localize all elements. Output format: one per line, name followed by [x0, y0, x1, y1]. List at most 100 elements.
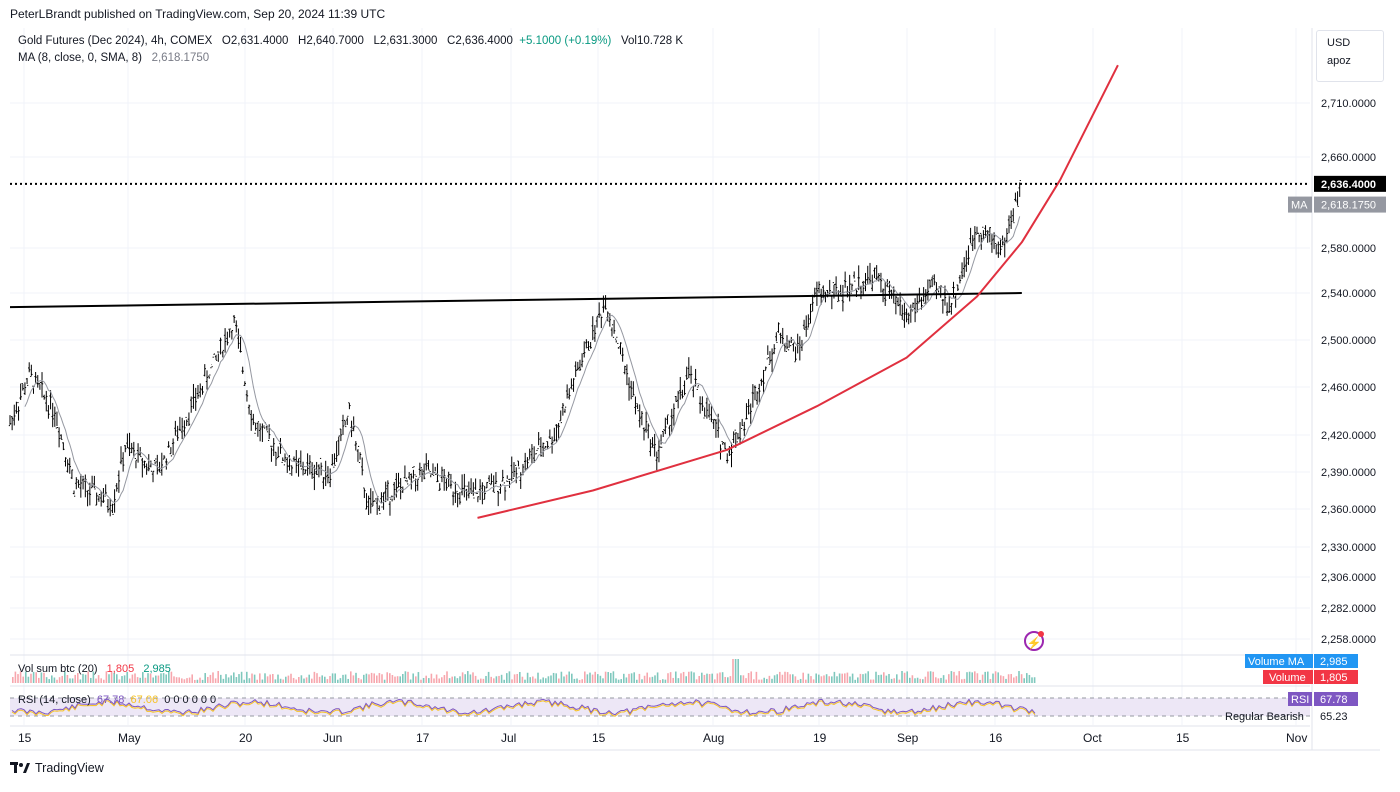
volume-bar [724, 676, 726, 683]
volume-bar [32, 671, 35, 683]
regular-bearish-label: Regular Bearish [1225, 711, 1304, 723]
volume-bar [714, 679, 716, 683]
volume-bar [1015, 676, 1018, 683]
tradingview-logo[interactable]: TradingView [10, 761, 104, 775]
volume-bar [519, 672, 521, 683]
volume-bar [191, 674, 193, 683]
volume-bar [706, 673, 708, 683]
volume-bar [217, 671, 219, 683]
volume-bar [394, 676, 396, 683]
volume-bar [940, 677, 942, 683]
volume-bar [680, 673, 682, 683]
volume-bar [844, 673, 846, 683]
volume-bar [677, 678, 680, 683]
ma-legend[interactable]: MA (8, close, 0, SMA, 8) 2,618.1750 [18, 52, 209, 64]
volume-bar [628, 673, 630, 683]
volume-bar [261, 679, 264, 683]
volume-bar [321, 675, 323, 683]
price-tick-label: 2,660.0000 [1321, 152, 1376, 164]
volume-bar [612, 671, 615, 683]
volume-bar [480, 678, 482, 683]
volume-bar [812, 679, 815, 683]
volume-v1: 1,805 [106, 663, 135, 675]
volume-bar [732, 659, 734, 683]
volume-bar [326, 679, 329, 683]
time-tick-label: Sep [897, 731, 919, 745]
volume-bar [155, 675, 157, 683]
volume-bar [867, 671, 869, 683]
volume-bar [846, 672, 849, 683]
volume-bar [630, 673, 633, 683]
volume-bar [48, 679, 50, 683]
volume-bar [482, 678, 485, 683]
volume-value-label: 1,805 [1320, 672, 1348, 684]
volume-bar [945, 679, 947, 683]
rsi-band [10, 698, 1310, 716]
volume-bar [890, 678, 893, 683]
currency-selector[interactable]: USD apoz [1316, 30, 1384, 82]
volume-bar [820, 676, 823, 683]
volume-bar [625, 677, 628, 683]
volume-bar [292, 677, 295, 683]
volume-bar [95, 678, 97, 683]
volume-bar [207, 676, 209, 683]
volume-ma-value-box [1314, 654, 1358, 668]
volume-bar [651, 676, 654, 683]
volume-bar [838, 673, 841, 683]
volume-bar [233, 672, 235, 683]
volume-bar [615, 678, 617, 683]
volume-bar [870, 679, 872, 683]
rsi-label: RSI (14, close) [18, 694, 91, 706]
volume-bar [1026, 673, 1028, 683]
volume-bar [745, 678, 747, 683]
volume-bar [350, 671, 352, 683]
volume-bar [131, 674, 134, 683]
volume-bar [703, 674, 706, 683]
volume-bar [805, 679, 807, 683]
volume-bar [896, 674, 898, 683]
volume-bar [474, 675, 477, 683]
volume-bar [862, 674, 864, 683]
volume-bar [526, 672, 529, 683]
volume-bar [90, 677, 92, 683]
rsi-v1: 67.78 [96, 694, 125, 706]
volume-bar [357, 677, 360, 683]
volume-bar [454, 676, 456, 683]
volume-bar [266, 676, 269, 683]
volume-bar [623, 673, 625, 683]
open-value: O2,631.4000 [221, 35, 289, 47]
volume-bar [511, 679, 513, 683]
volume-legend[interactable]: Vol sum btc (20) 1,805 2,985 [18, 663, 171, 675]
volume-bar [836, 676, 838, 683]
volume-bar [961, 679, 963, 683]
volume-bar [183, 679, 186, 683]
volume-bar [43, 672, 45, 683]
volume-bar [308, 674, 310, 683]
volume-bar [188, 677, 191, 683]
volume-bar [74, 674, 76, 683]
volume-bar [506, 673, 508, 683]
volume-bar [766, 678, 768, 683]
ma-value: 2,618.1750 [151, 52, 210, 64]
change-value: +5.1000 (+0.19%) [519, 35, 612, 47]
volume-bar [903, 672, 906, 683]
price-tick-label: 2,710.0000 [1321, 98, 1376, 110]
volume-bar [823, 675, 825, 683]
rsi-legend[interactable]: RSI (14, close) 67.78 67.06 0 0 0 0 0 0 [18, 694, 216, 706]
volume-bar [339, 678, 342, 683]
volume-v2: 2,985 [143, 663, 171, 675]
currency-unit: apoz [1327, 55, 1351, 67]
volume-bar [477, 679, 479, 683]
volume-bar [760, 679, 763, 683]
volume-bar [901, 671, 903, 683]
volume-bar [1002, 676, 1005, 683]
symbol-name[interactable]: Gold Futures (Dec 2024), 4h, COMEX [18, 35, 213, 47]
neckline [9, 292, 1022, 309]
volume-bar [116, 674, 118, 683]
price-tick-label: 2,330.0000 [1321, 542, 1376, 554]
volume-bar [1005, 678, 1007, 683]
volume-bar [209, 674, 212, 683]
lightning-icon[interactable]: ⚡ [1024, 631, 1044, 651]
